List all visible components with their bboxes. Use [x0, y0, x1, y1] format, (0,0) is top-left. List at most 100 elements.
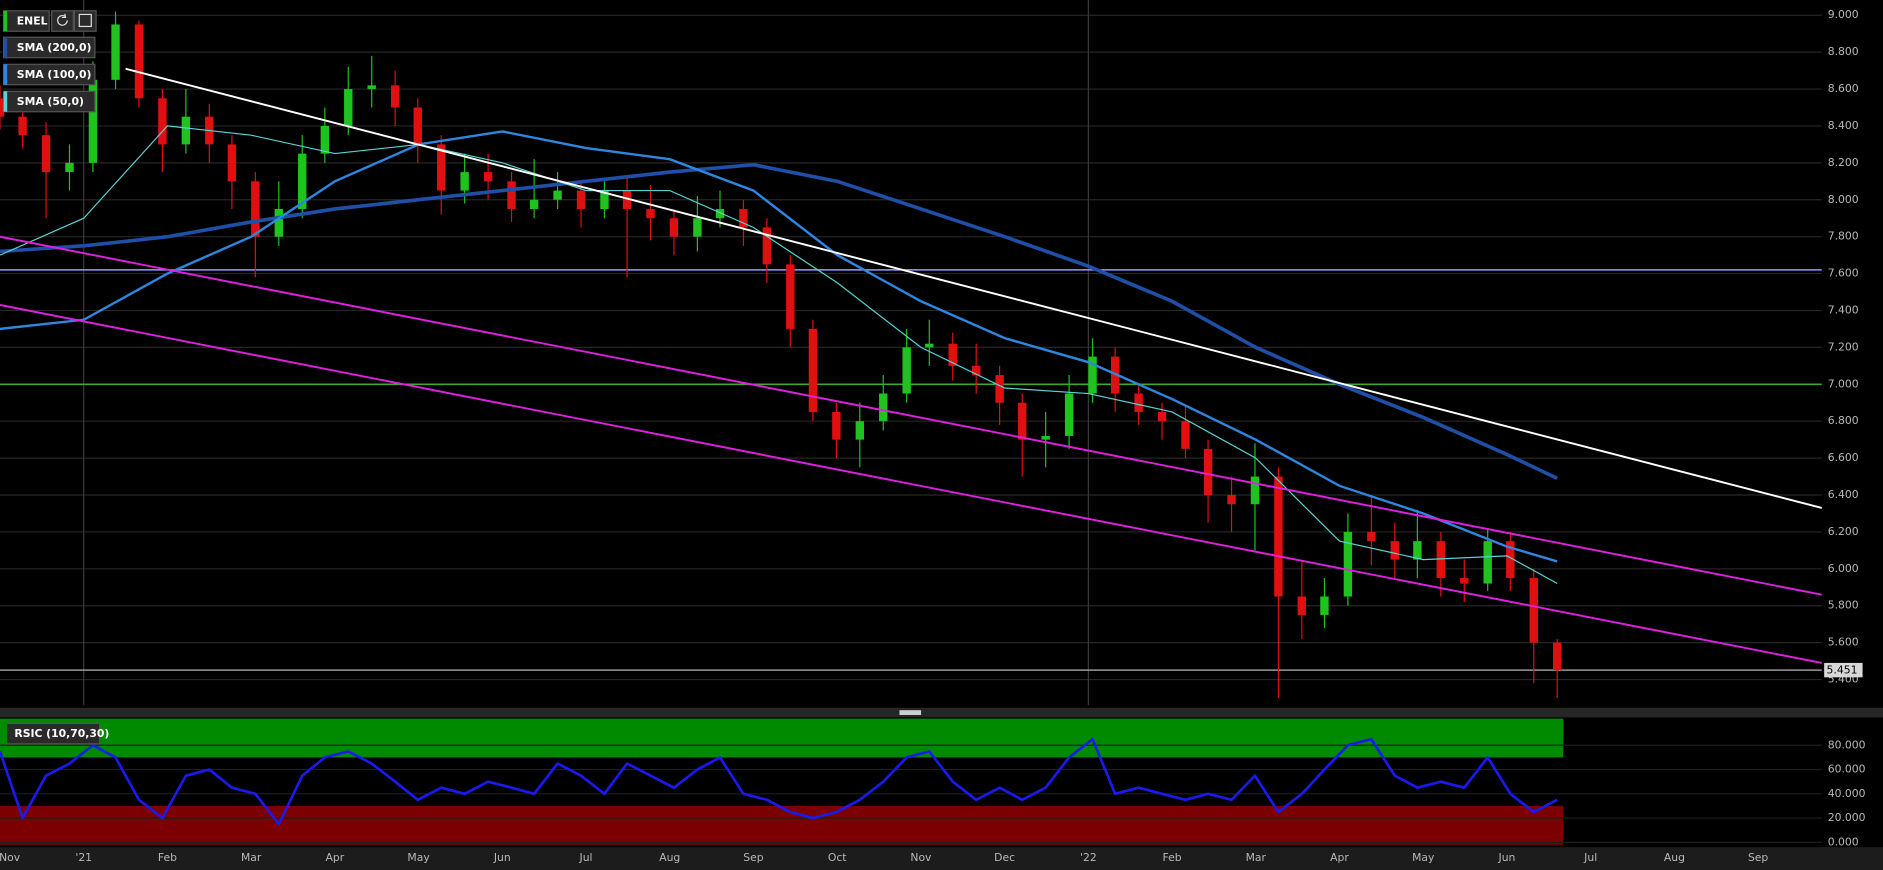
last-price-tag [1824, 662, 1863, 678]
candle-body [251, 181, 260, 237]
candle-body [41, 135, 51, 173]
candle-body [925, 343, 934, 348]
legend-swatch [3, 37, 8, 58]
legend-swatch [3, 723, 8, 744]
x-tick-label: Apr [1330, 851, 1349, 864]
x-tick-label: Apr [326, 851, 345, 864]
candle-body [134, 24, 144, 99]
y-tick-label: 8.800 [1828, 45, 1859, 58]
y-tick-label: 80.000 [1828, 738, 1866, 751]
candle-body [344, 89, 353, 126]
moving-average-line [0, 162, 1558, 481]
y-tick-label: 8.200 [1828, 156, 1859, 169]
candle-body [1320, 596, 1329, 615]
candle-body [298, 153, 307, 209]
legend-label: SMA (100,0) [17, 68, 92, 81]
candle-body [808, 328, 818, 412]
y-tick-label: 8.000 [1828, 193, 1859, 206]
calendar-icon [78, 13, 92, 28]
x-tick-label: Dec [994, 851, 1015, 864]
y-tick-label: 6.200 [1828, 525, 1859, 538]
rsi-zone [0, 718, 1564, 758]
y-tick-label: 9.000 [1828, 8, 1859, 21]
candle-body [879, 393, 888, 422]
x-tick-label: Aug [1664, 851, 1685, 864]
y-tick-label: 20.000 [1828, 811, 1866, 824]
candle-body [18, 116, 27, 136]
y-tick-label: 7.800 [1828, 230, 1859, 243]
moving-average-line [0, 130, 1558, 563]
candle-body [274, 208, 283, 237]
trend-line [0, 304, 1822, 664]
x-tick-label: Jun [1498, 851, 1516, 864]
candle-body [1274, 476, 1283, 597]
candle-body [158, 98, 167, 145]
candle-body [600, 190, 609, 209]
legend-swatch [3, 91, 8, 112]
x-tick-label: Sep [1748, 851, 1768, 864]
y-tick-label: 0.000 [1828, 835, 1859, 848]
y-tick-label: 6.400 [1828, 488, 1859, 501]
legend-swatch [3, 64, 8, 85]
candle-body [553, 190, 562, 200]
divider-handle[interactable] [899, 710, 922, 715]
refresh-button[interactable] [51, 10, 74, 32]
y-tick-label: 6.000 [1828, 562, 1859, 575]
legend-label: SMA (50,0) [17, 95, 84, 108]
candle-body [1343, 531, 1353, 597]
x-tick-label: Aug [659, 851, 680, 864]
indicator-title: RSIC (10,70,30) [14, 727, 109, 740]
candle-body [507, 181, 516, 209]
x-tick-label: Nov [910, 851, 932, 864]
candle-body [0, 98, 5, 117]
candle-body [320, 125, 330, 154]
candle-body [1088, 356, 1097, 394]
x-tick-label: '21 [75, 851, 92, 864]
candle-body [1552, 642, 1562, 671]
candle-body [995, 375, 1004, 403]
refresh-icon [57, 13, 68, 26]
candle-body [1227, 495, 1236, 505]
ui-layer: 5.4005.6005.8006.0006.2006.4006.6006.800… [0, 8, 1866, 864]
legend-label: SMA (200,0) [17, 41, 92, 54]
candle-body [88, 79, 98, 163]
candle-body [1483, 541, 1492, 584]
candle-body [1390, 541, 1399, 560]
candle-body [948, 343, 957, 366]
candle-body [65, 162, 74, 173]
trend-line [0, 235, 1822, 596]
candle-body [367, 85, 376, 90]
y-tick-label: 7.600 [1828, 267, 1859, 280]
candle-body [1436, 541, 1446, 579]
candle-body [1297, 596, 1307, 615]
candle-body [1506, 541, 1515, 579]
candle-body [739, 208, 748, 228]
x-tick-label: Nov [0, 851, 21, 864]
candle-body [576, 190, 586, 209]
x-tick-label: Mar [1246, 851, 1267, 864]
candle-body [1529, 578, 1538, 643]
candle-body [1460, 578, 1469, 584]
x-tick-label: Feb [158, 851, 177, 864]
candle-body [832, 411, 841, 440]
data-layer [0, 11, 1822, 826]
x-tick-label: Jul [579, 851, 593, 864]
y-tick-label: 7.200 [1828, 340, 1859, 353]
y-tick-label: 5.600 [1828, 636, 1859, 649]
x-tick-label: Mar [241, 851, 262, 864]
candle-body [1064, 393, 1074, 436]
candle-body [1181, 421, 1190, 449]
candle-body [669, 218, 679, 237]
candle-body [715, 208, 725, 219]
y-tick-label: 8.400 [1828, 119, 1859, 132]
x-tick-label: Jun [493, 851, 511, 864]
rsi-zone [0, 805, 1564, 845]
candle-body [646, 208, 655, 219]
candle-body [1250, 476, 1260, 505]
candle-body [971, 365, 981, 376]
panel-divider [0, 707, 1883, 718]
candle-body [622, 190, 632, 209]
candle-body [1157, 411, 1167, 422]
legend-swatch [3, 10, 8, 32]
